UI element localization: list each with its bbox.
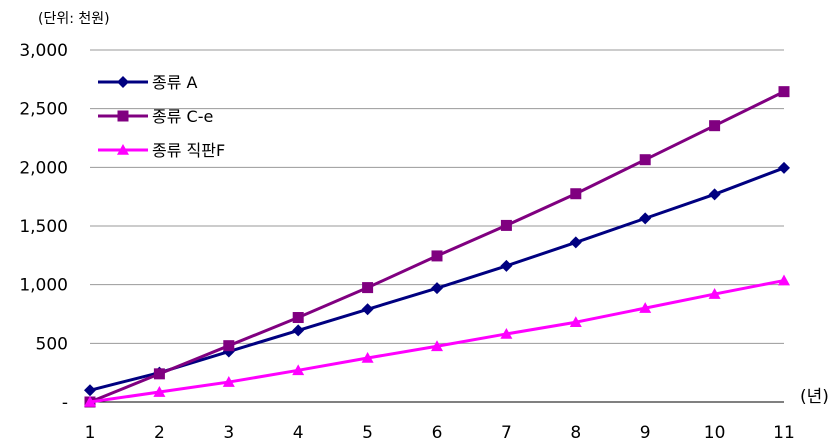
legend-label: 종류 직판F [152,141,225,160]
data-point-diamond [84,384,96,397]
unit-label: (단위: 천원) [38,11,110,27]
series-layer [84,86,790,408]
x-tick-label: 1 [85,423,96,442]
data-point-triangle [222,376,235,387]
x-tick-label: 9 [640,423,651,442]
x-tick-label: 3 [223,423,234,442]
data-point-square [431,250,443,262]
data-point-diamond [500,259,513,272]
x-axis-label: (년) [800,387,829,407]
data-point-diamond [431,282,443,295]
x-tick-label: 7 [501,423,512,442]
legend-label: 종류 C-e [152,107,213,126]
data-point-square [117,110,129,122]
data-point-square [500,219,512,231]
data-point-square [570,188,582,200]
data-point-square [153,368,165,380]
data-point-triangle [778,274,790,286]
series-line [89,166,785,392]
data-point-diamond [778,161,790,174]
gridlines [90,49,784,344]
data-point-square [362,282,374,294]
series-line [89,90,785,404]
legend-item: 종류 A [98,73,198,92]
data-point-triangle [500,327,513,339]
y-tick-label: 2,000 [19,158,68,178]
x-tick-label: 10 [704,423,726,442]
data-point-square [778,86,790,98]
y-axis-ticks: - 500 1,000 1,500 2,000 2,500 3,000 [19,41,68,413]
y-tick-label: 1,500 [19,217,68,237]
y-tick-label: 2,500 [19,100,68,120]
data-point-square [223,340,235,352]
data-point-diamond [708,188,721,201]
data-point-triangle [84,396,96,407]
x-tick-label: 6 [432,423,443,442]
data-point-square [292,312,304,324]
legend-item: 종류 C-e [98,107,213,126]
legend: 종류 A 종류 C-e 종류 직판F [98,73,225,160]
x-tick-label: 11 [773,423,795,442]
series-3 [84,274,790,407]
x-tick-label: 4 [293,423,304,442]
data-point-diamond [292,324,305,337]
y-tick-label: 3,000 [19,41,68,61]
y-tick-label: 1,000 [19,276,68,296]
legend-item: 종류 직판F [98,141,225,160]
data-point-diamond [639,212,652,225]
y-tick-label: - [62,393,68,413]
data-point-square [639,154,651,166]
x-tick-label: 8 [570,423,581,442]
data-point-triangle [361,352,374,363]
data-point-square [709,120,721,132]
y-tick-label: 500 [36,334,68,354]
data-point-diamond [361,303,374,316]
x-axis-ticks: 1 2 3 4 5 6 7 8 9 10 11 [85,423,795,442]
x-tick-label: 5 [362,423,373,442]
data-point-triangle [431,340,443,352]
x-tick-label: 2 [154,423,165,442]
legend-label: 종류 A [152,73,198,92]
series-2 [84,86,790,408]
data-point-diamond [569,236,582,249]
data-point-triangle [153,386,166,397]
data-point-diamond [117,76,129,88]
data-point-triangle [708,288,721,299]
data-point-triangle [292,364,305,376]
data-point-triangle [117,144,129,155]
data-point-triangle [639,302,652,313]
data-point-triangle [569,316,582,328]
